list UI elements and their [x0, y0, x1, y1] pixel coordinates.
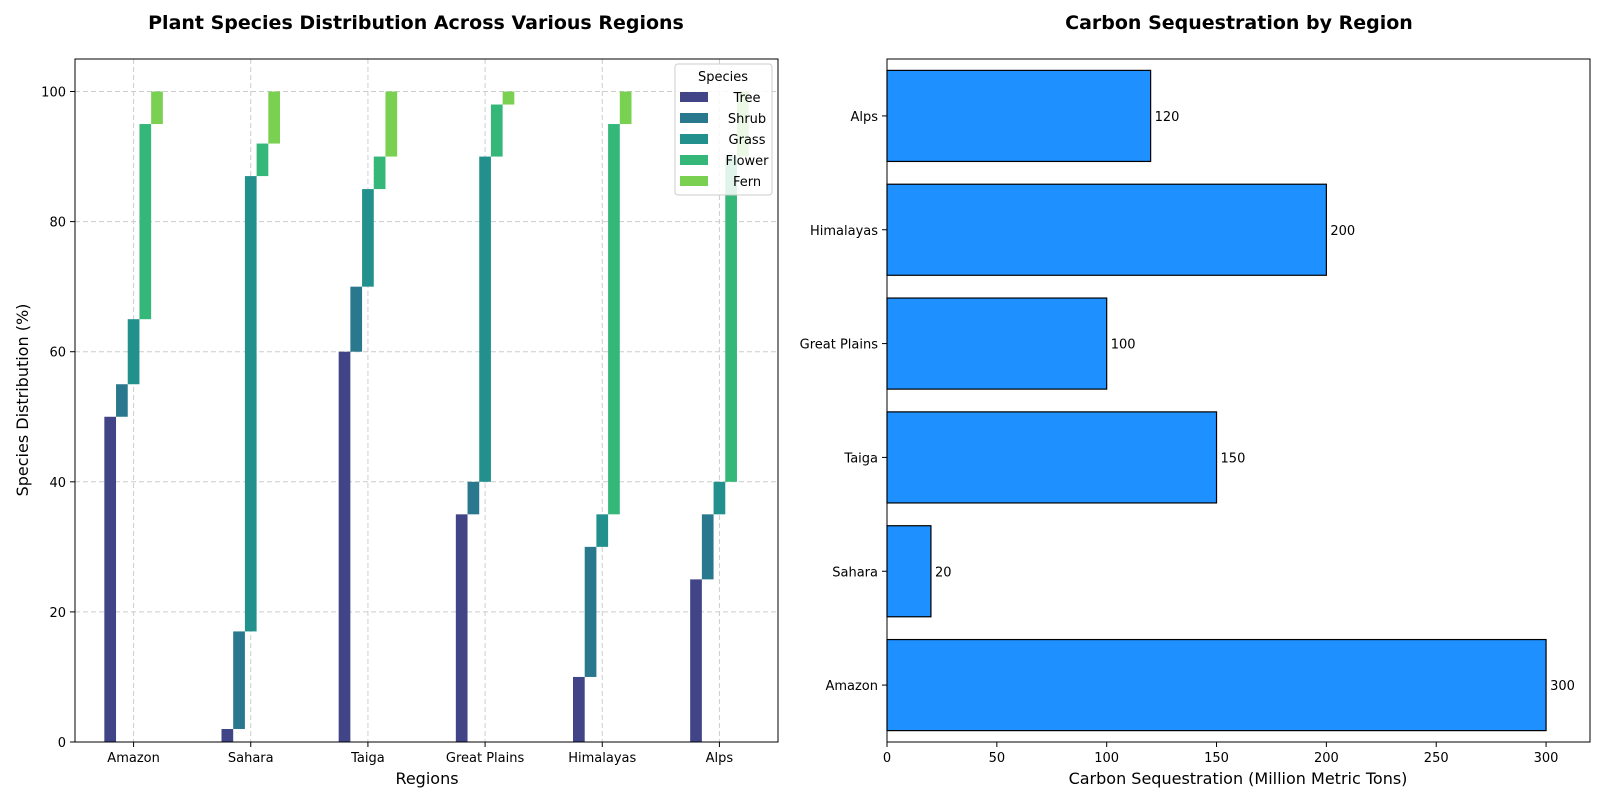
y-tick-label: Himalayas — [810, 224, 878, 239]
y-tick-label: 100 — [41, 86, 66, 101]
bar-value-label: 150 — [1221, 451, 1246, 466]
x-tick-label: Amazon — [107, 751, 160, 766]
bar-amazon-shrub — [116, 384, 128, 417]
bar-taiga-fern — [385, 91, 398, 157]
bar-alps-shrub — [701, 514, 714, 580]
bar-value-label: 100 — [1111, 338, 1136, 353]
right-chart-title: Carbon Sequestration by Region — [1065, 12, 1413, 34]
bar-himalayas — [886, 183, 1327, 276]
bar-great-plains-fern — [502, 91, 515, 105]
left-y-axis-label: Species Distribution (%) — [13, 304, 32, 497]
x-tick-label: Himalayas — [568, 751, 636, 766]
y-tick-label: Alps — [850, 110, 878, 125]
bar-sahara-tree — [221, 728, 234, 742]
left-y-axis: 0 20 40 60 80 100 — [41, 86, 75, 751]
x-tick-label: 50 — [989, 751, 1006, 766]
bar-amazon-fern — [151, 91, 163, 125]
bar-himalayas-fern — [619, 91, 632, 125]
legend-swatch-tree — [680, 92, 708, 102]
right-y-axis: Amazon Sahara Taiga Great Plains Himalayas Al… — [800, 110, 887, 694]
bar-himalayas-flower — [608, 124, 620, 515]
y-tick-label: Sahara — [832, 565, 878, 580]
bar-himalayas-tree — [573, 676, 585, 742]
bar-value-label: 120 — [1155, 110, 1180, 125]
bar-alps-tree — [690, 579, 702, 742]
y-tick-label: Amazon — [825, 679, 878, 694]
bar-taiga-tree — [338, 351, 351, 742]
x-tick-label: 150 — [1204, 751, 1229, 766]
bar-amazon-grass — [127, 319, 140, 385]
legend-label-tree: Tree — [732, 91, 760, 106]
bar-alps — [886, 69, 1152, 163]
right-bars: 300 20 150 100 200 120 — [886, 69, 1575, 732]
x-tick-label: 0 — [883, 751, 891, 766]
legend-label-fern: Fern — [733, 175, 761, 190]
bar-sahara — [886, 525, 932, 618]
legend-swatch-grass — [680, 134, 708, 144]
bar-alps-grass — [713, 481, 726, 515]
bar-sahara-fern — [268, 91, 280, 144]
x-tick-label: 300 — [1534, 751, 1559, 766]
x-tick-label: 100 — [1094, 751, 1119, 766]
y-tick-label: 60 — [49, 346, 66, 361]
bar-taiga-grass — [362, 189, 374, 287]
bar-amazon — [886, 638, 1547, 732]
bar-great-plains-flower — [490, 104, 503, 157]
bar-great-plains-shrub — [467, 481, 480, 515]
y-tick-label: 80 — [49, 216, 66, 231]
legend: Species Tree Shrub Grass Flower Fern — [674, 63, 773, 196]
left-x-axis-label: Regions — [395, 769, 458, 788]
right-x-axis-label: Carbon Sequestration (Million Metric Ton… — [1069, 769, 1408, 788]
y-tick-label: 0 — [58, 736, 66, 751]
bar-himalayas-shrub — [584, 546, 597, 677]
bar-taiga — [886, 411, 1218, 504]
bar-taiga-shrub — [350, 286, 363, 352]
right-chart: Carbon Sequestration by Region 300 20 150 1… — [800, 12, 1591, 788]
y-tick-label: 20 — [49, 606, 66, 621]
bar-taiga-flower — [373, 156, 386, 190]
y-tick-label: Taiga — [843, 451, 878, 466]
legend-swatch-shrub — [680, 113, 708, 123]
bar-sahara-shrub — [233, 631, 245, 729]
legend-swatch-fern — [680, 176, 708, 186]
left-chart-title: Plant Species Distribution Across Variou… — [148, 12, 684, 34]
legend-swatch-flower — [680, 155, 708, 165]
bar-amazon-tree — [104, 416, 117, 742]
bar-great-plains-grass — [479, 156, 491, 482]
left-grid — [75, 59, 778, 743]
bar-value-label: 20 — [935, 565, 952, 580]
y-tick-label: 40 — [49, 476, 66, 491]
bar-amazon-flower — [139, 124, 152, 320]
right-plot-frame — [886, 58, 1591, 743]
bar-value-label: 200 — [1330, 224, 1355, 239]
x-tick-label: Great Plains — [446, 751, 525, 766]
bar-value-label: 300 — [1550, 679, 1575, 694]
left-x-axis: Amazon Sahara Taiga Great Plains Himalayas Al… — [107, 742, 733, 766]
legend-label-flower: Flower — [725, 154, 769, 169]
legend-label-shrub: Shrub — [728, 112, 766, 127]
bar-great-plains — [886, 297, 1108, 390]
bar-alps-flower — [725, 156, 737, 482]
x-tick-label: 200 — [1314, 751, 1339, 766]
y-tick-label: Great Plains — [800, 338, 879, 353]
left-bars — [104, 91, 749, 742]
bar-himalayas-grass — [596, 514, 609, 547]
x-tick-label: Alps — [706, 751, 734, 766]
left-plot-frame — [74, 58, 779, 743]
bar-sahara-flower — [256, 143, 269, 177]
x-tick-label: Sahara — [228, 751, 274, 766]
x-tick-label: Taiga — [350, 751, 385, 766]
bar-sahara-grass — [244, 176, 257, 632]
legend-label-grass: Grass — [729, 133, 766, 148]
x-tick-label: 250 — [1424, 751, 1449, 766]
left-chart: Plant Species Distribution Across Variou… — [13, 12, 779, 788]
legend-title: Species — [698, 70, 748, 85]
bar-great-plains-tree — [455, 514, 468, 742]
right-x-axis: 0 50 100 150 200 250 300 — [883, 742, 1559, 766]
